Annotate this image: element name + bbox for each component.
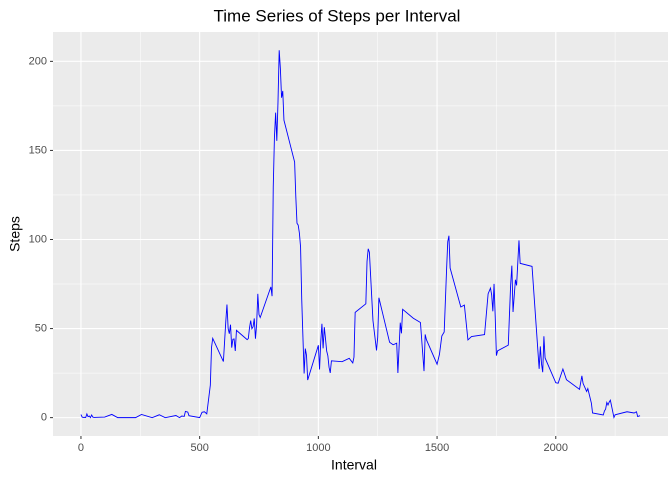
x-axis-label: Interval [331, 457, 377, 473]
y-tick-label: 200 [29, 55, 47, 67]
y-tick-label: 100 [29, 233, 47, 245]
plot-background [53, 32, 668, 436]
y-axis-label: Steps [7, 216, 23, 252]
x-tick-label: 500 [190, 442, 208, 454]
chart-title: Time Series of Steps per Interval [214, 6, 461, 25]
y-tick-label: 50 [35, 322, 47, 334]
x-tick-label: 0 [78, 442, 84, 454]
x-tick-label: 2000 [544, 442, 568, 454]
y-tick-label: 150 [29, 144, 47, 156]
x-tick-label: 1500 [425, 442, 449, 454]
y-tick-label: 0 [41, 412, 47, 424]
x-tick-label: 1000 [306, 442, 330, 454]
line-series [80, 50, 641, 419]
